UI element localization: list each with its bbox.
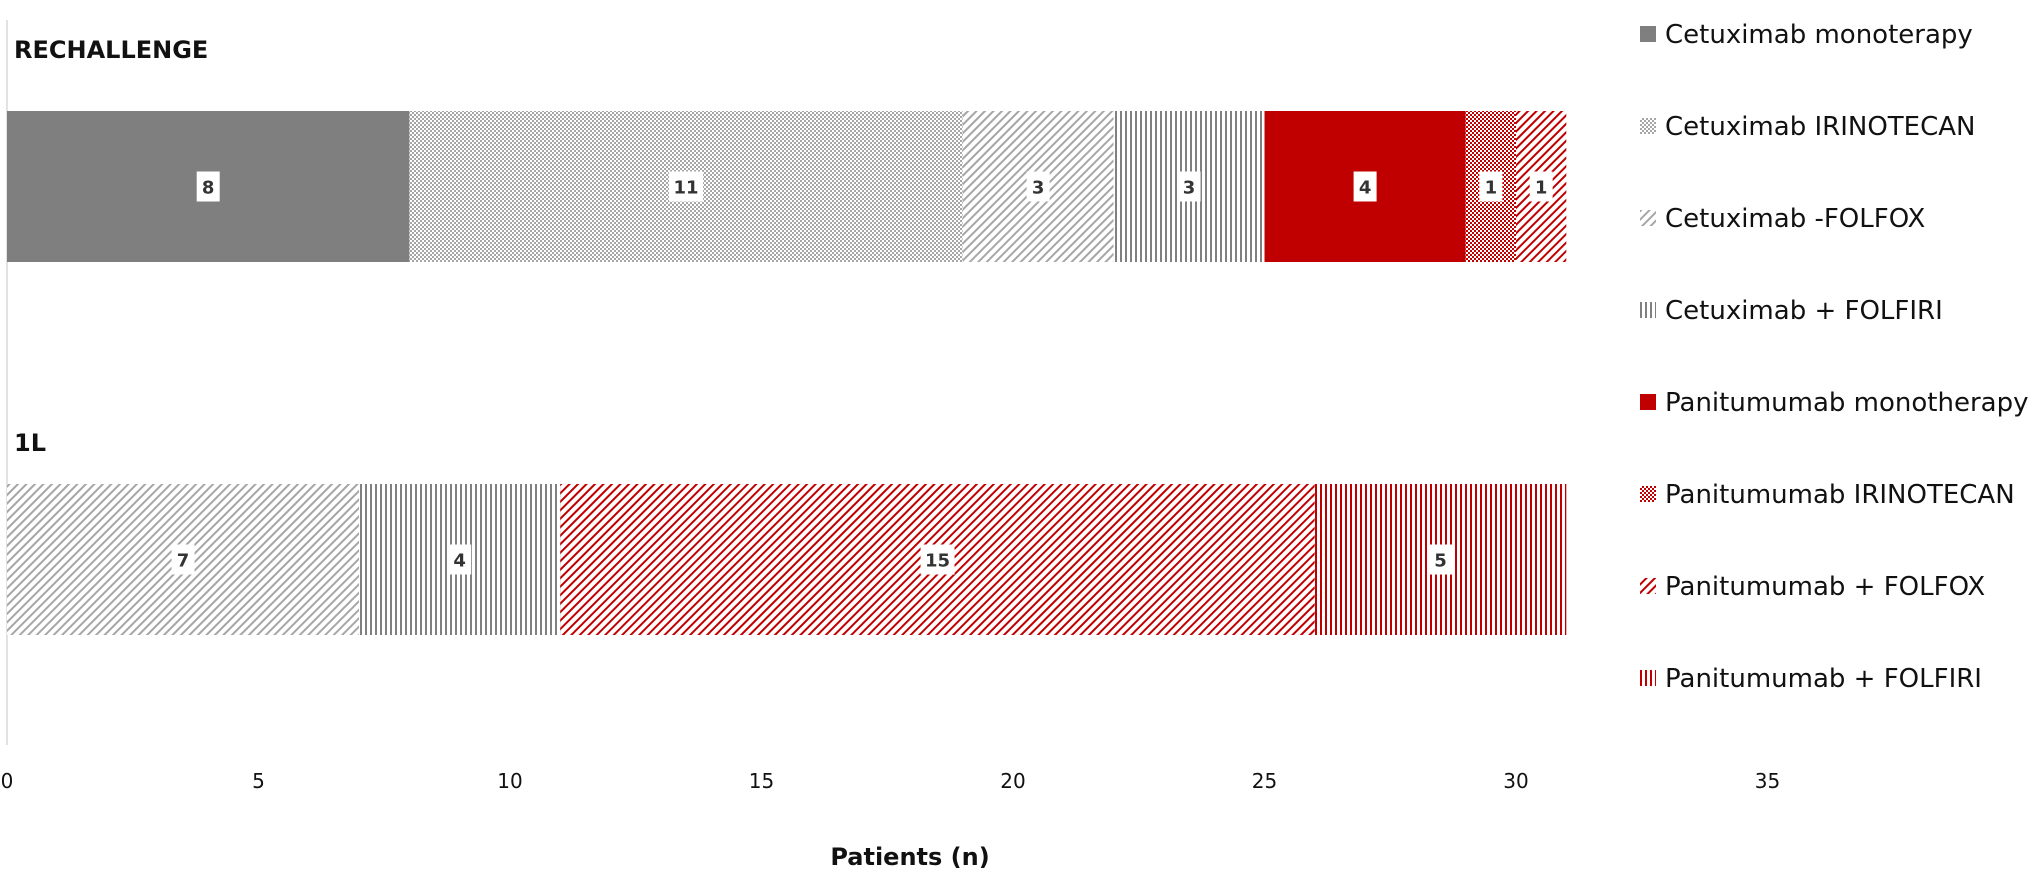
data-label-bg: [1026, 171, 1050, 202]
legend: Cetuximab monoterapy Cetuximab IRINOTECAN…: [1640, 20, 2028, 694]
legend-swatch-panitumumab-folfiri: [1640, 670, 1656, 686]
legend-label-panitumumab-folfiri: Panitumumab + FOLFIRI: [1665, 664, 1982, 694]
data-label-rechallenge-cetuximab-irinotecan: 11: [674, 178, 699, 199]
x-tick-label-35: 35: [1755, 769, 1780, 793]
legend-swatch-cetuximab-folfox: [1640, 210, 1656, 226]
data-label-bg: [1429, 544, 1453, 575]
data-label-bg: [1529, 171, 1553, 202]
legend-swatch-cetuximab-irinotecan: [1640, 118, 1656, 134]
legend-label-cetuximab-monoterapy: Cetuximab monoterapy: [1665, 20, 1973, 50]
bars: [7, 111, 1567, 635]
x-tick-label-25: 25: [1252, 769, 1277, 793]
legend-swatch-panitumumab-folfox: [1640, 578, 1656, 594]
data-label-bg: [171, 544, 195, 575]
data-label-bg: [1479, 171, 1503, 202]
data-label-rechallenge-panitumumab-folfox: 1: [1535, 178, 1548, 199]
data-label-1l-panitumumab-folfiri: 5: [1434, 551, 1447, 572]
legend-swatch-panitumumab-monotherapy: [1640, 394, 1656, 410]
x-tick-label-30: 30: [1503, 769, 1528, 793]
legend-swatch-cetuximab-monoterapy: [1640, 26, 1656, 42]
data-label-bg: [920, 544, 955, 575]
data-label-rechallenge-cetuximab-monoterapy: 8: [202, 178, 215, 199]
data-label-bg: [448, 544, 472, 575]
data-label-1l-cetuximab-folfiri: 4: [453, 551, 466, 572]
data-label-bg: [669, 171, 704, 202]
data-label-rechallenge-panitumumab-monotherapy: 4: [1359, 178, 1372, 199]
x-tick-label-20: 20: [1000, 769, 1025, 793]
x-tick-label-5: 5: [252, 769, 265, 793]
data-label-rechallenge-cetuximab-folfiri: 3: [1183, 178, 1196, 199]
x-tick-label-10: 10: [497, 769, 522, 793]
legend-swatch-panitumumab-irinotecan: [1640, 486, 1656, 502]
category-label-rechallenge: RECHALLENGE: [14, 36, 208, 64]
data-label-1l-panitumumab-folfox: 15: [925, 551, 950, 572]
legend-label-panitumumab-folfox: Panitumumab + FOLFOX: [1665, 572, 1985, 602]
category-labels: RECHALLENGE 1L: [14, 36, 208, 457]
category-label-1l: 1L: [14, 429, 46, 457]
legend-label-panitumumab-irinotecan: Panitumumab IRINOTECAN: [1665, 480, 2015, 510]
x-axis-title: Patients (n): [830, 843, 989, 871]
data-label-bg: [1353, 171, 1377, 202]
data-label-bg: [196, 171, 220, 202]
legend-label-panitumumab-monotherapy: Panitumumab monotherapy: [1665, 388, 2028, 418]
legend-swatch-cetuximab-folfiri: [1640, 302, 1656, 318]
data-label-bg: [1177, 171, 1201, 202]
data-label-rechallenge-panitumumab-irinotecan: 1: [1485, 178, 1498, 199]
legend-label-cetuximab-irinotecan: Cetuximab IRINOTECAN: [1665, 112, 1975, 142]
legend-label-cetuximab-folfox: Cetuximab -FOLFOX: [1665, 204, 1925, 234]
data-labels: 8 11 3 3 4 1 17 4 15 5: [171, 171, 1553, 575]
x-tick-label-15: 15: [749, 769, 774, 793]
x-tick-label-0: 0: [1, 769, 14, 793]
data-label-1l-cetuximab-folfox: 7: [177, 551, 190, 572]
data-label-rechallenge-cetuximab-folfox: 3: [1032, 178, 1045, 199]
legend-label-cetuximab-folfiri: Cetuximab + FOLFIRI: [1665, 296, 1943, 326]
x-axis-ticks: 0 5 10 15 20 25 30 35: [1, 769, 1781, 793]
